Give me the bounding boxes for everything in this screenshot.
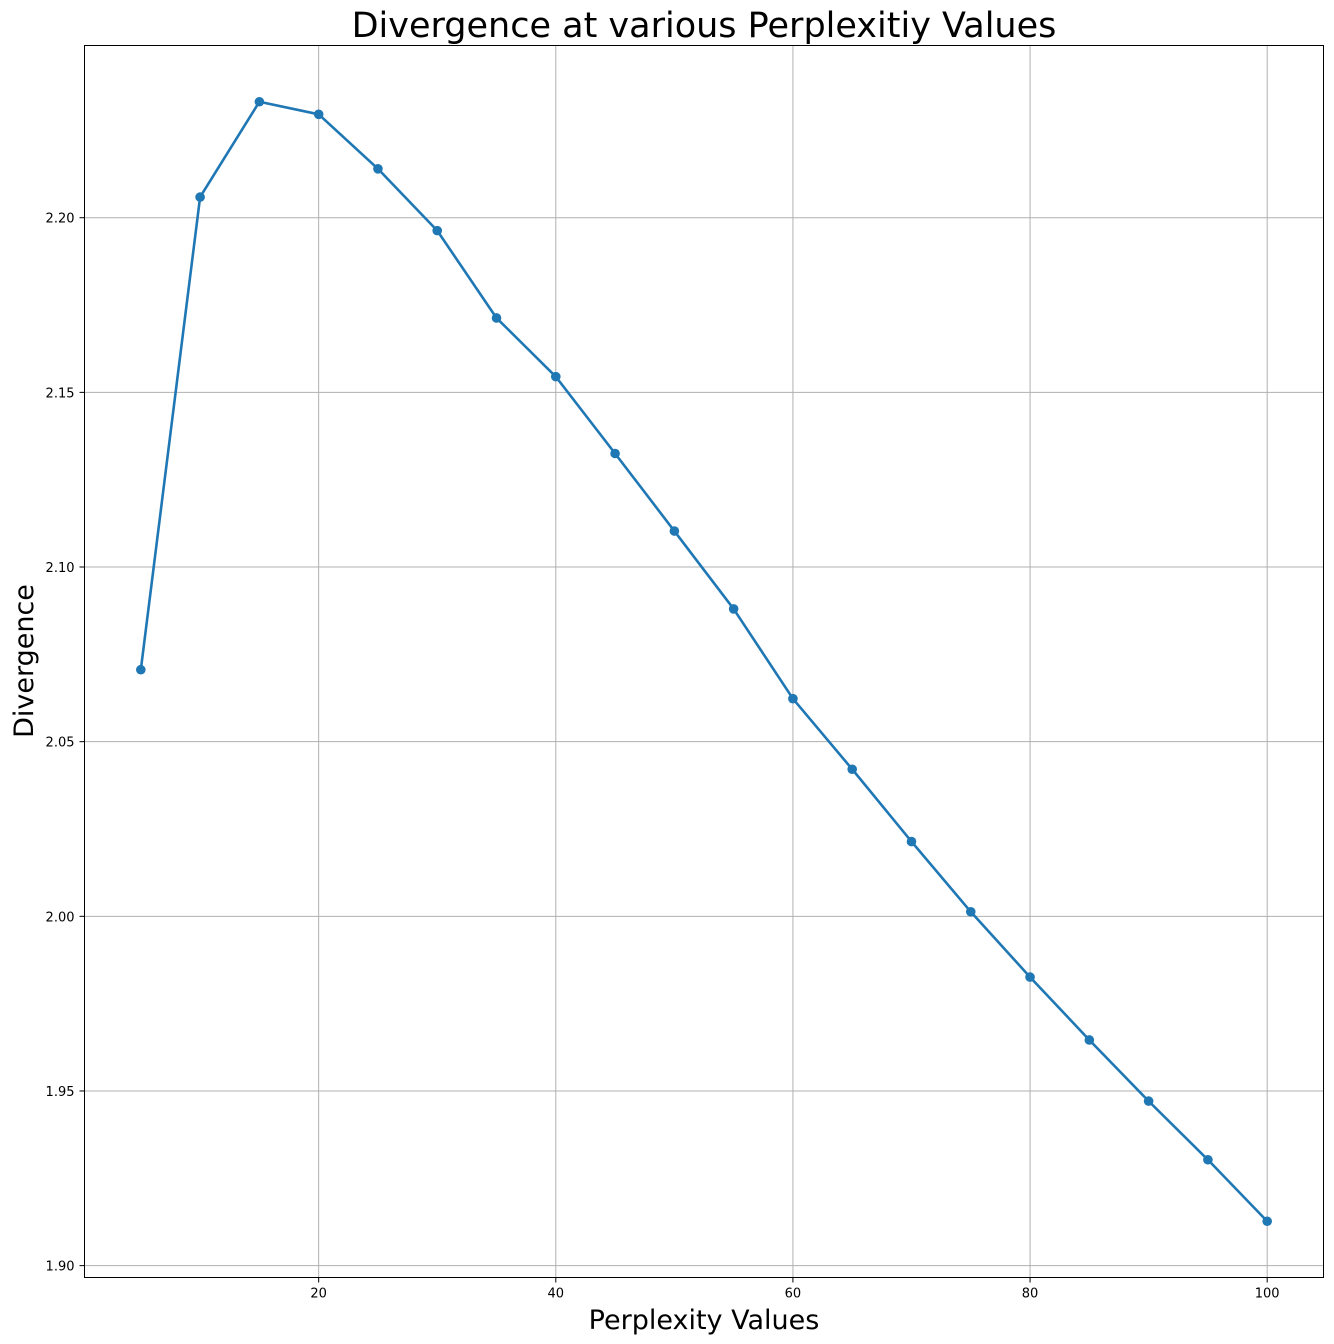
y-axis-label: Divergence — [9, 584, 40, 738]
plot-frame — [84, 45, 1324, 1278]
y-tick-label: 1.90 — [46, 1260, 75, 1275]
series-line — [139, 100, 1269, 1223]
y-tick-label: 2.00 — [46, 910, 75, 925]
data-point — [432, 225, 443, 236]
y-tick-label: 1.95 — [46, 1085, 75, 1100]
data-point — [136, 664, 146, 675]
grid — [84, 45, 1324, 1278]
chart-title: Divergence at various Perplexitiy Values — [352, 6, 1057, 46]
y-tick-label: 2.15 — [46, 386, 75, 401]
y-tick-label: 2.20 — [46, 212, 75, 227]
x-tick-label: 40 — [548, 1287, 565, 1302]
data-point — [1084, 1035, 1095, 1045]
x-tick-label: 60 — [785, 1287, 802, 1302]
data-point — [1203, 1154, 1213, 1165]
data-point — [1143, 1096, 1154, 1106]
data-point — [728, 604, 739, 614]
y-tick-label: 2.05 — [46, 736, 75, 751]
x-tick-label: 20 — [310, 1287, 327, 1302]
data-point — [669, 526, 680, 536]
data-point — [965, 906, 976, 917]
data-point — [373, 164, 383, 174]
x-tick-label: 100 — [1255, 1287, 1280, 1302]
data-point — [906, 836, 917, 847]
series-layer — [136, 96, 1272, 1227]
data-point — [195, 192, 205, 202]
data-point — [1262, 1216, 1272, 1227]
data-point — [550, 371, 561, 382]
x-axis-label: Perplexity Values — [589, 1305, 820, 1336]
data-point — [313, 109, 324, 120]
data-point — [1025, 972, 1035, 982]
data-point — [610, 448, 620, 459]
data-point — [847, 764, 858, 775]
y-tick-label: 2.10 — [46, 561, 75, 576]
data-point — [788, 693, 798, 704]
axis-ticks: 20 40 60 80 100 1.90 1.95 2.00 2.05 2.10 2.15 2.20 — [46, 212, 1280, 1302]
data-point — [491, 313, 502, 323]
x-tick-label: 80 — [1022, 1287, 1039, 1302]
data-point — [254, 96, 265, 107]
